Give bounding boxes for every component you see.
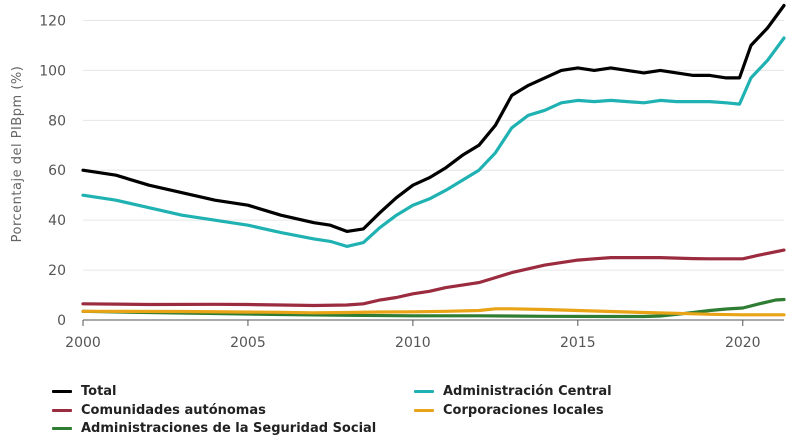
x-tick-label: 2010	[395, 335, 431, 351]
grid-lines	[83, 19, 784, 271]
series-line-administraciones-de-la-seguridad-social	[81, 297, 786, 319]
y-axis-label: Porcentaje del PIBpm (%)	[10, 66, 25, 243]
y-tick-label: 40	[48, 213, 66, 229]
x-tick-label: 2015	[560, 335, 596, 351]
y-axis-ticks: 0 20 40 60 80 100 120	[39, 13, 66, 329]
x-axis-ticks: 2000 2005 2010 2015 2020	[65, 320, 761, 351]
x-tick-label: 2000	[65, 335, 101, 351]
series-line-administraci-n-central	[81, 36, 786, 248]
x-tick-label: 2020	[725, 335, 761, 351]
x-tick-label: 2005	[230, 335, 266, 351]
series-line-total	[81, 3, 786, 233]
y-tick-label: 80	[48, 113, 66, 129]
series-line-corporaciones-locales	[81, 307, 786, 317]
series-line-comunidades-aut-nomas	[81, 248, 786, 308]
y-tick-label: 0	[57, 313, 66, 329]
y-tick-label: 100	[39, 63, 66, 79]
y-tick-label: 120	[39, 13, 66, 29]
y-tick-label: 60	[48, 163, 66, 179]
y-tick-label: 20	[48, 263, 66, 279]
series-lines	[81, 3, 786, 319]
